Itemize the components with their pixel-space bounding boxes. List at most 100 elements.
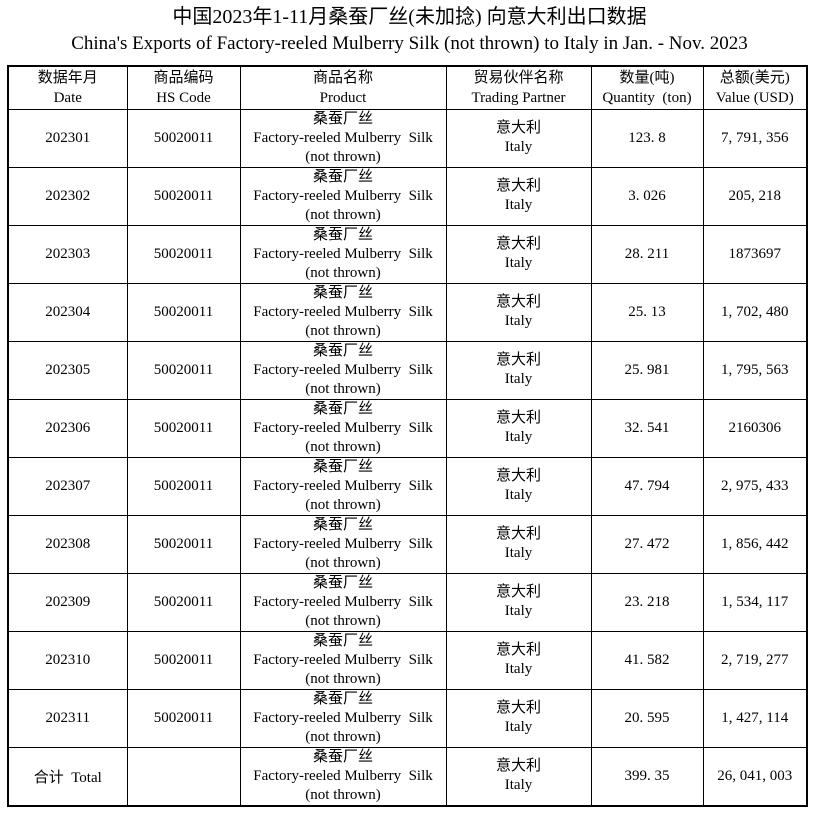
- date-cell: 202306: [7, 398, 128, 458]
- product-name-cn: 桑蚕厂丝: [312, 690, 373, 707]
- value-cell: 7, 791, 356: [702, 108, 808, 168]
- trading-partner-cell: 意大利 Italy: [445, 108, 592, 168]
- product-name-note: (not thrown): [305, 496, 381, 513]
- partner-name-en: Italy: [504, 371, 533, 387]
- partner-name-en: Italy: [504, 545, 533, 561]
- trading-partner-cell: 意大利 Italy: [445, 746, 592, 806]
- page-title-chinese: 中国2023年1-11月桑蚕厂丝(未加捻) 向意大利出口数据: [172, 6, 647, 28]
- product-name-en: Factory-reeled Mulberry Silk: [253, 709, 433, 726]
- product-cell: 桑蚕厂丝 Factory-reeled Mulberry Silk (not thr…: [239, 630, 447, 690]
- export-data-table: 数据年月 Date 商品编码 HS Code 商品名称 Product 贸易伙伴名称 Trad…: [7, 65, 808, 807]
- product-name-cn: 桑蚕厂丝: [312, 400, 373, 417]
- value-cell: 1873697: [702, 224, 808, 284]
- col-trading-partner-label-cn: 贸易伙伴名称: [473, 69, 564, 86]
- date-cell: 202303: [7, 224, 128, 284]
- product-name-note: (not thrown): [305, 786, 381, 803]
- header-cell-col-hs-code: 商品编码 HS Code: [126, 65, 241, 110]
- col-value-label-cn: 总额(美元): [719, 69, 790, 86]
- product-name-note: (not thrown): [305, 554, 381, 571]
- date-cell: 202305: [7, 340, 128, 400]
- header-cell-col-quantity: 数量(吨) Quantity (ton): [590, 65, 704, 110]
- date-cell: 202304: [7, 282, 128, 342]
- total-quantity-cell: 399. 35: [590, 746, 704, 806]
- partner-name-cn: 意大利: [495, 642, 541, 658]
- value-cell: 1, 795, 563: [702, 340, 808, 400]
- date-cell: 202302: [7, 166, 128, 226]
- product-name-cn: 桑蚕厂丝: [312, 458, 373, 475]
- trading-partner-cell: 意大利 Italy: [445, 224, 592, 284]
- table-header: 数据年月 Date 商品编码 HS Code 商品名称 Product 贸易伙伴名称 Trad…: [7, 65, 808, 110]
- product-name-en: Factory-reeled Mulberry Silk: [253, 651, 433, 668]
- partner-name-cn: 意大利: [495, 758, 541, 774]
- partner-name-cn: 意大利: [495, 178, 541, 194]
- partner-name-en: Italy: [504, 429, 533, 445]
- table-row: 202310 50020011 桑蚕厂丝 Factory-reeled Mulberr…: [7, 630, 808, 690]
- table-row: 202307 50020011 桑蚕厂丝 Factory-reeled Mulberr…: [7, 456, 808, 516]
- product-name-cn: 桑蚕厂丝: [312, 516, 373, 533]
- quantity-cell: 25. 981: [590, 340, 704, 400]
- partner-name-en: Italy: [504, 719, 533, 735]
- date-cell: 202308: [7, 514, 128, 574]
- quantity-cell: 3. 026: [590, 166, 704, 226]
- quantity-cell: 32. 541: [590, 398, 704, 458]
- table-row: 202306 50020011 桑蚕厂丝 Factory-reeled Mulberr…: [7, 398, 808, 458]
- product-cell: 桑蚕厂丝 Factory-reeled Mulberry Silk (not thr…: [239, 282, 447, 342]
- total-label-cell: 合计 Total: [7, 746, 128, 806]
- col-hs-code-label-cn: 商品编码: [153, 69, 214, 86]
- product-name-note: (not thrown): [305, 380, 381, 397]
- value-cell: 2, 719, 277: [702, 630, 808, 690]
- value-cell: 1, 534, 117: [702, 572, 808, 632]
- hs-code-cell: 50020011: [126, 456, 241, 516]
- product-name-note: (not thrown): [305, 728, 381, 745]
- header-cell-col-product: 商品名称 Product: [239, 65, 447, 110]
- col-quantity-label-en: Quantity (ton): [602, 89, 692, 106]
- product-name-cn: 桑蚕厂丝: [312, 110, 373, 127]
- date-cell: 202309: [7, 572, 128, 632]
- product-name-en: Factory-reeled Mulberry Silk: [253, 303, 433, 320]
- product-name-note: (not thrown): [305, 438, 381, 455]
- hs-code-cell: 50020011: [126, 630, 241, 690]
- col-value-label-en: Value (USD): [715, 89, 794, 106]
- col-hs-code-label-en: HS Code: [156, 89, 211, 106]
- value-cell: 1, 427, 114: [702, 688, 808, 748]
- quantity-cell: 47. 794: [590, 456, 704, 516]
- product-name-note: (not thrown): [305, 206, 381, 223]
- value-cell: 2, 975, 433: [702, 456, 808, 516]
- partner-name-cn: 意大利: [495, 236, 541, 252]
- product-name-en: Factory-reeled Mulberry Silk: [253, 245, 433, 262]
- partner-name-en: Italy: [504, 487, 533, 503]
- table-row: 202309 50020011 桑蚕厂丝 Factory-reeled Mulberr…: [7, 572, 808, 632]
- trading-partner-cell: 意大利 Italy: [445, 166, 592, 226]
- date-cell: 202307: [7, 456, 128, 516]
- quantity-cell: 25. 13: [590, 282, 704, 342]
- quantity-cell: 41. 582: [590, 630, 704, 690]
- value-cell: 1, 856, 442: [702, 514, 808, 574]
- hs-code-cell: 50020011: [126, 398, 241, 458]
- partner-name-cn: 意大利: [495, 468, 541, 484]
- product-name-en: Factory-reeled Mulberry Silk: [253, 477, 433, 494]
- product-name-en: Factory-reeled Mulberry Silk: [253, 767, 433, 784]
- trading-partner-cell: 意大利 Italy: [445, 282, 592, 342]
- table-row: 202311 50020011 桑蚕厂丝 Factory-reeled Mulberr…: [7, 688, 808, 748]
- value-cell: 1, 702, 480: [702, 282, 808, 342]
- hs-code-cell: 50020011: [126, 224, 241, 284]
- table-total-row: 合计 Total 桑蚕厂丝 Factory-reeled Mulberry Silk…: [7, 746, 808, 806]
- partner-name-en: Italy: [504, 255, 533, 271]
- col-product-label-cn: 商品名称: [312, 69, 373, 86]
- quantity-cell: 28. 211: [590, 224, 704, 284]
- header-cell-col-value: 总额(美元) Value (USD): [702, 65, 808, 110]
- partner-name-en: Italy: [504, 139, 533, 155]
- partner-name-en: Italy: [504, 313, 533, 329]
- quantity-cell: 23. 218: [590, 572, 704, 632]
- col-quantity-label-cn: 数量(吨): [619, 69, 675, 86]
- product-cell: 桑蚕厂丝 Factory-reeled Mulberry Silk (not thr…: [239, 108, 447, 168]
- value-cell: 2160306: [702, 398, 808, 458]
- col-date-label-en: Date: [53, 89, 82, 106]
- partner-name-cn: 意大利: [495, 410, 541, 426]
- product-cell: 桑蚕厂丝 Factory-reeled Mulberry Silk (not thr…: [239, 688, 447, 748]
- product-cell: 桑蚕厂丝 Factory-reeled Mulberry Silk (not thr…: [239, 224, 447, 284]
- hs-code-cell: 50020011: [126, 688, 241, 748]
- partner-name-cn: 意大利: [495, 700, 541, 716]
- table-row: 202304 50020011 桑蚕厂丝 Factory-reeled Mulberr…: [7, 282, 808, 342]
- hs-code-cell: 50020011: [126, 166, 241, 226]
